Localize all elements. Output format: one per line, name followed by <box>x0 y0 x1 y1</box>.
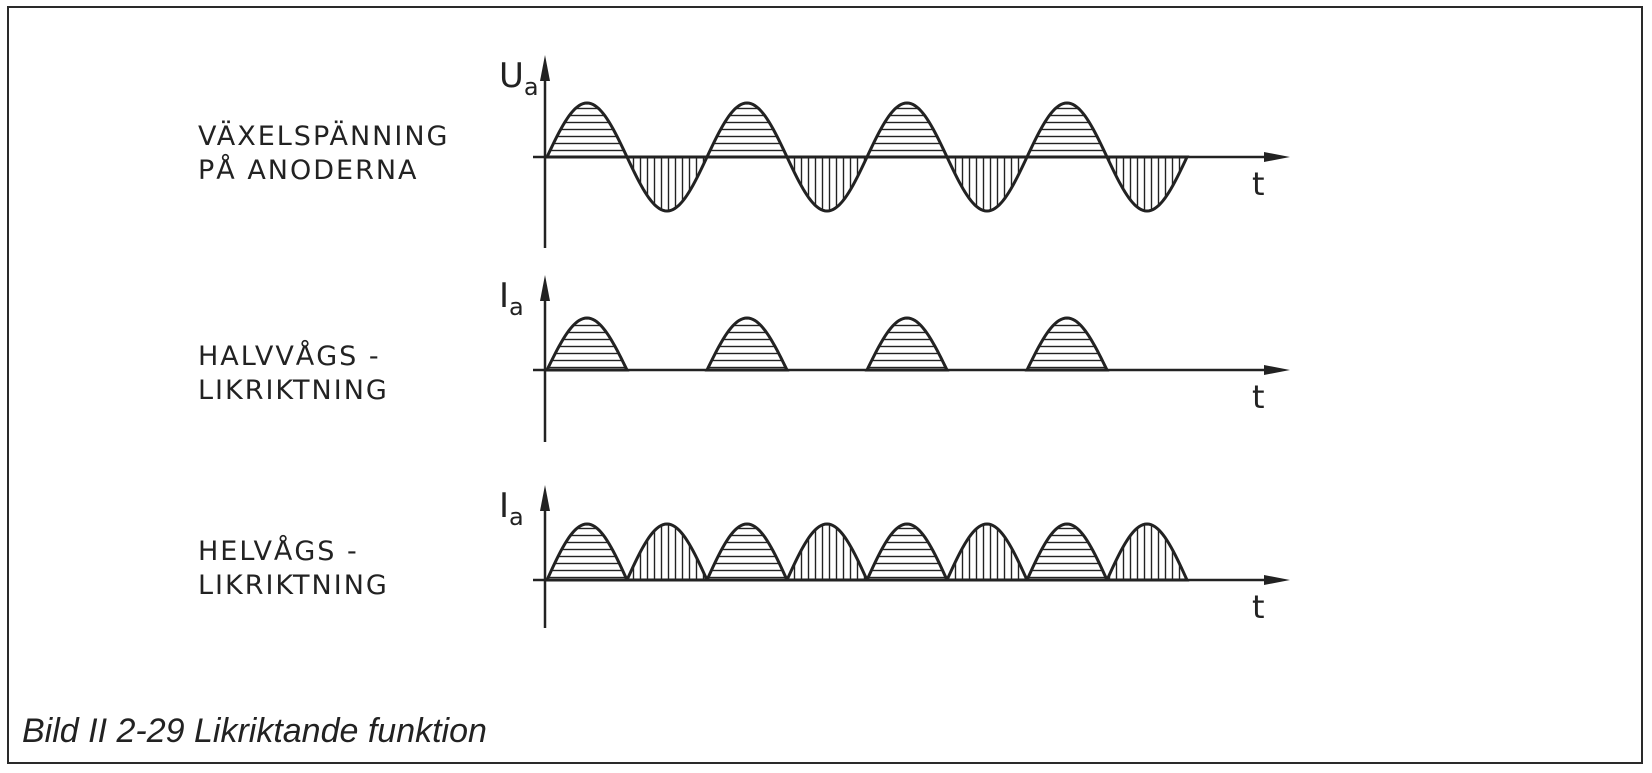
figure-caption: Bild II 2-29 Likriktande funktion <box>22 712 487 750</box>
panel-label-line: HELVÅGS - <box>198 536 359 567</box>
rectified-pulse-b <box>944 522 1030 582</box>
figure-frame <box>7 6 1643 764</box>
panel-label-line: VÄXELSPÄNNING <box>198 121 450 152</box>
waveform-panel-full: Ia t <box>499 485 1290 628</box>
y-axis-subscript: a <box>509 293 524 321</box>
time-axis-arrow <box>1264 152 1290 162</box>
y-axis-label: Ua <box>499 56 539 101</box>
waveform-panel-ac: Ua t <box>499 55 1290 248</box>
rectified-pulse <box>864 316 950 372</box>
y-axis-symbol: I <box>499 486 509 526</box>
panel-label-full: HELVÅGS - LIKRIKTNING <box>198 535 389 603</box>
panel-label-line: PÅ ANODERNA <box>198 155 419 186</box>
rectified-pulse-b <box>784 522 870 582</box>
rectified-pulse-a <box>544 522 630 582</box>
amplitude-axis-arrow <box>540 55 550 81</box>
y-axis-label: Ia <box>499 276 524 321</box>
panel-label-line: LIKRIKTNING <box>198 570 389 601</box>
rectified-pulse-b <box>1104 522 1190 582</box>
rectified-pulse <box>1024 316 1110 372</box>
rectified-pulse <box>704 316 790 372</box>
negative-half-wave <box>944 155 1030 213</box>
time-axis-arrow <box>1264 365 1290 375</box>
negative-half-wave <box>1104 155 1190 213</box>
x-axis-label: t <box>1252 378 1265 416</box>
panel-label-ac: VÄXELSPÄNNING PÅ ANODERNA <box>198 120 449 188</box>
rectified-pulse-b <box>624 522 710 582</box>
x-axis-label: t <box>1252 588 1265 626</box>
x-axis-label: t <box>1252 165 1265 203</box>
y-axis-subscript: a <box>524 73 539 101</box>
panel-label-half: HALVVÅGS - LIKRIKTNING <box>198 340 389 408</box>
rectified-pulse-a <box>704 522 790 582</box>
y-axis-symbol: U <box>499 56 524 96</box>
positive-half-wave <box>864 101 950 159</box>
positive-half-wave <box>1024 101 1110 159</box>
rectified-pulse-a <box>1024 522 1110 582</box>
y-axis-symbol: I <box>499 276 509 316</box>
panel-label-line: LIKRIKTNING <box>198 375 389 406</box>
amplitude-axis-arrow <box>540 485 550 511</box>
waveform-panel-half: Ia t <box>499 275 1290 442</box>
rectified-pulse-a <box>864 522 950 582</box>
y-axis-label: Ia <box>499 486 524 531</box>
negative-half-wave <box>624 155 710 213</box>
panel-label-line: HALVVÅGS - <box>198 341 381 372</box>
rectified-pulse <box>544 316 630 372</box>
positive-half-wave <box>544 101 630 159</box>
positive-half-wave <box>704 101 790 159</box>
y-axis-subscript: a <box>509 503 524 531</box>
time-axis-arrow <box>1264 575 1290 585</box>
negative-half-wave <box>784 155 870 213</box>
amplitude-axis-arrow <box>540 275 550 301</box>
